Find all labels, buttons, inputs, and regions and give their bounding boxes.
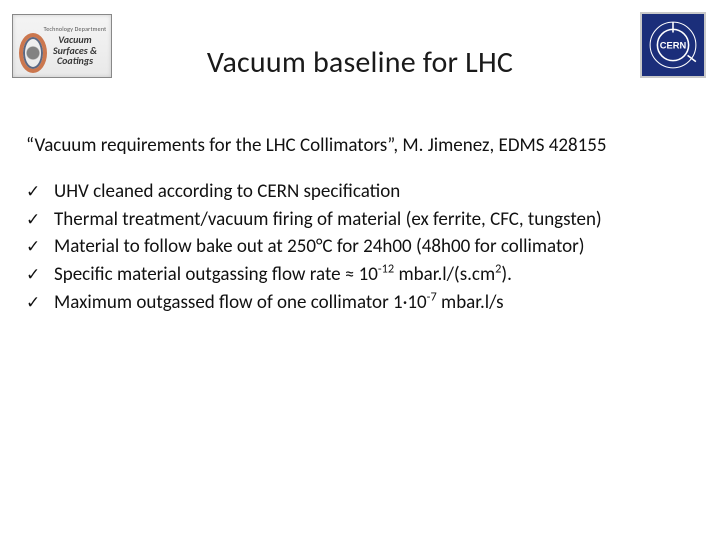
bullet-text: Thermal treatment/vacuum firing of mater… [54, 208, 602, 231]
bullet-text: Material to follow bake out at 250°C for… [54, 235, 585, 258]
check-icon: ✓ [26, 292, 40, 315]
slide-header: Technology Department Vacuum Surfaces & … [0, 0, 720, 100]
bullet-text: Specific material outgassing flow rate ≈… [54, 263, 512, 286]
bullet-item: ✓ UHV cleaned according to CERN specifica… [26, 179, 694, 205]
slide-title: Vacuum baseline for LHC [0, 44, 720, 81]
bullet-item: ✓ Material to follow bake out at 250°C fo… [26, 234, 694, 260]
bullet-item: ✓ Maximum outgassed flow of one collimato… [26, 290, 694, 316]
vsc-top-label: Technology Department [44, 25, 107, 33]
check-icon: ✓ [26, 236, 40, 259]
bullet-text: Maximum outgassed flow of one collimator… [54, 291, 504, 314]
cern-label: CERN [660, 41, 687, 51]
cern-logo-icon: CERN [647, 19, 699, 71]
bullet-item: ✓ Specific material outgassing flow rate … [26, 262, 694, 288]
check-icon: ✓ [26, 264, 40, 287]
check-icon: ✓ [26, 181, 40, 204]
cern-logo: CERN [640, 12, 706, 78]
check-icon: ✓ [26, 209, 40, 232]
slide-content: “Vacuum requirements for the LHC Collima… [26, 134, 694, 317]
reference-line: “Vacuum requirements for the LHC Collima… [26, 134, 694, 157]
bullet-item: ✓ Thermal treatment/vacuum firing of mate… [26, 207, 694, 233]
bullet-text: UHV cleaned according to CERN specificat… [54, 180, 400, 203]
bullet-list: ✓ UHV cleaned according to CERN specifica… [26, 179, 694, 315]
